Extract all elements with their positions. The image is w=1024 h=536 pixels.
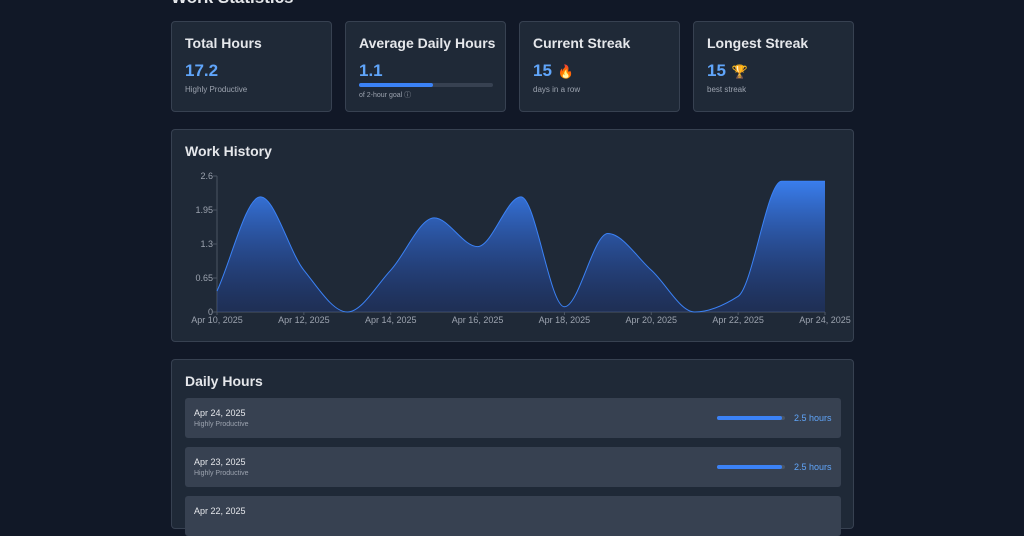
- y-tick-label: 1.3: [200, 239, 213, 249]
- daily-row: Apr 24, 2025 Highly Productive 2.5 hours: [185, 398, 841, 438]
- card-value-wrap: 15 🏆: [707, 61, 748, 81]
- card-icon: 🏆: [731, 64, 749, 79]
- daily-row: Apr 23, 2025 Highly Productive 2.5 hours: [185, 447, 841, 487]
- card-value: 1.1: [359, 61, 383, 80]
- x-tick-label: Apr 24, 2025: [799, 315, 851, 325]
- row-value: 2.5 hours: [794, 462, 832, 472]
- row-value: 2.5 hours: [794, 413, 832, 423]
- x-tick-label: Apr 16, 2025: [452, 315, 504, 325]
- chart-title: Work History: [185, 143, 272, 159]
- page-title: Work Statistics: [171, 0, 294, 8]
- card-subtitle: of 2-hour goal ⓘ: [359, 92, 412, 99]
- x-tick-label: Apr 14, 2025: [365, 315, 417, 325]
- y-tick-label: 0.65: [195, 273, 213, 283]
- card-value-wrap: 15 🔥: [533, 61, 574, 81]
- row-date: Apr 23, 2025: [194, 457, 246, 467]
- daily-row: Apr 22, 2025: [185, 496, 841, 536]
- y-tick-label: 0: [208, 307, 213, 317]
- daily-title: Daily Hours: [185, 373, 263, 389]
- page: Work Statistics Total Hours 17.2 Highly …: [171, 0, 854, 536]
- card-icon: 🔥: [557, 64, 575, 79]
- y-tick-label: 1.95: [195, 205, 213, 215]
- card: Total Hours 17.2 Highly Productive: [171, 21, 332, 112]
- row-bar: [717, 416, 783, 420]
- row-bar: [717, 465, 783, 469]
- x-tick-label: Apr 12, 2025: [278, 315, 330, 325]
- row-bar-track: [717, 465, 785, 469]
- line: [216, 180, 825, 313]
- card: Current Streak 15 🔥 days in a row: [519, 21, 680, 112]
- x-tick-label: Apr 18, 2025: [539, 315, 591, 325]
- card-value: 17.2: [185, 61, 219, 80]
- card-value: 15: [707, 61, 726, 80]
- card-subtitle: Highly Productive: [185, 85, 248, 94]
- y-tick-label: 2.6: [200, 171, 213, 181]
- row-date: Apr 24, 2025: [194, 408, 246, 418]
- chart-panel: Work History 0 0.65 1.3 1.95 2.6 Apr 10, 2025…: [171, 129, 854, 342]
- daily-panel: Daily Hours Apr 24, 2025 Highly Productiv…: [171, 359, 854, 536]
- row-bar-track: [717, 416, 785, 420]
- card: Longest Streak 15 🏆 best streak: [693, 21, 854, 112]
- row-date: Apr 22, 2025: [194, 506, 246, 516]
- row-label: Highly Productive: [194, 421, 249, 428]
- card: Average Daily Hours 1.1 of 2-hour goal ⓘ: [345, 21, 506, 112]
- card-title: Current Streak: [533, 35, 631, 51]
- chart: 0 0.65 1.3 1.95 2.6 Apr 10, 2025 Apr 12, 2025 A…: [191, 171, 851, 325]
- card-title: Longest Streak: [707, 35, 809, 51]
- card-title: Total Hours: [185, 35, 262, 51]
- x-tick-label: Apr 22, 2025: [712, 315, 764, 325]
- x-tick-label: Apr 10, 2025: [191, 315, 243, 325]
- x-tick-label: Apr 20, 2025: [626, 315, 678, 325]
- card-title: Average Daily Hours: [359, 35, 496, 51]
- row-label: Highly Productive: [194, 470, 249, 477]
- area: [217, 181, 825, 312]
- progress-fill: [359, 83, 433, 87]
- card-subtitle: days in a row: [533, 85, 581, 94]
- card-value: 15: [533, 61, 552, 80]
- card-subtitle: best streak: [707, 85, 747, 94]
- progress-track: [359, 83, 493, 87]
